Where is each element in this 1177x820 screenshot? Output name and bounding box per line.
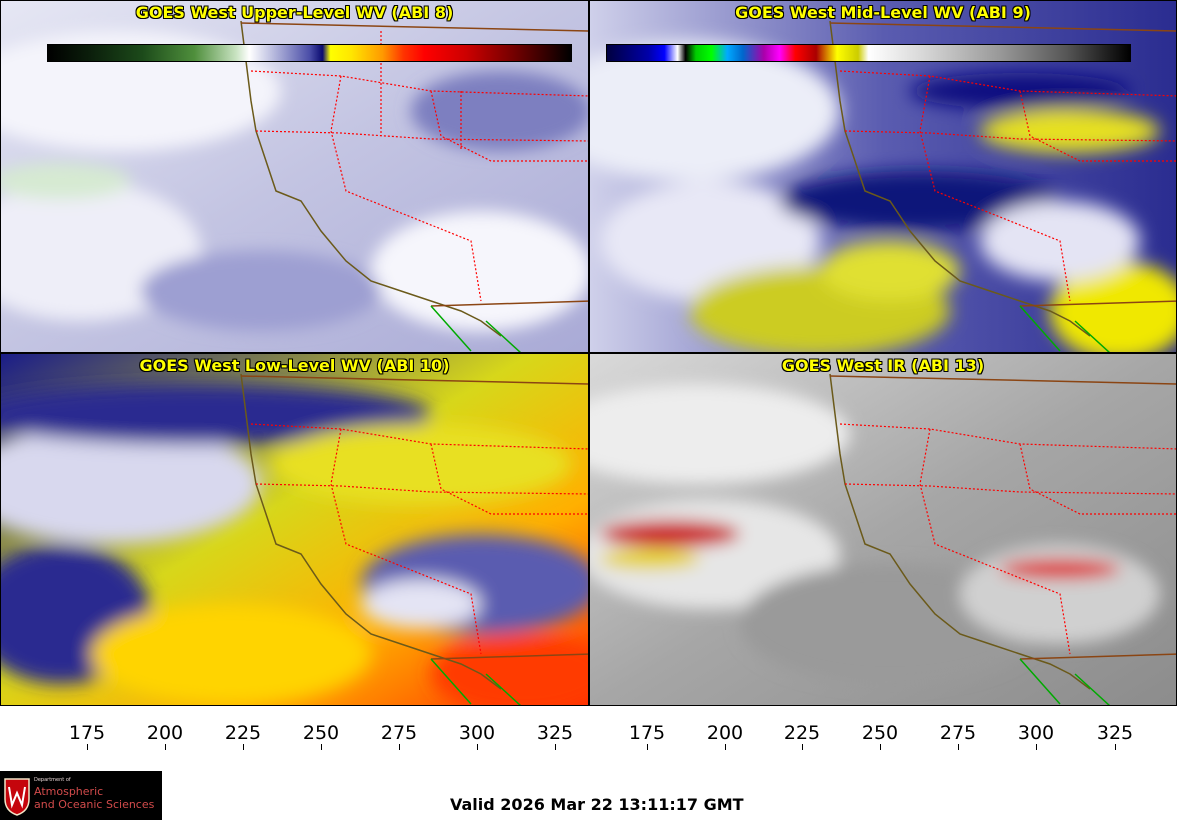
tick-mark [1036, 744, 1037, 750]
logo-dept-text: Department of [34, 777, 71, 783]
tick-mark [165, 744, 166, 750]
tick-mark [243, 744, 244, 750]
tick-label: 325 [536, 722, 574, 744]
tick-mark [880, 744, 881, 750]
tick-label: 300 [458, 722, 496, 744]
ir-image [590, 354, 1176, 705]
tick-label: 200 [146, 722, 184, 744]
borders [829, 373, 1176, 705]
tick-label: 250 [302, 722, 340, 744]
borders [240, 20, 588, 352]
tick-mark [87, 744, 88, 750]
ir-color-scale: 175 200 225 250 275 300 325 [589, 706, 1177, 770]
panel-title: GOES West Low-Level WV (ABI 10) [139, 356, 450, 375]
tick-label: 200 [706, 722, 744, 744]
valid-time: Valid 2026 Mar 22 13:11:17 GMT [450, 795, 744, 814]
tick-mark [725, 744, 726, 750]
panel-title: GOES West Upper-Level WV (ABI 8) [135, 3, 454, 22]
tick-mark [399, 744, 400, 750]
wv-colorbar [47, 44, 572, 62]
tick-label: 250 [861, 722, 899, 744]
low-level-wv-image [1, 354, 588, 705]
tick-mark [555, 744, 556, 750]
tick-label: 225 [224, 722, 262, 744]
tick-label: 175 [628, 722, 666, 744]
panel-title: GOES West IR (ABI 13) [781, 356, 985, 375]
tick-mark [321, 744, 322, 750]
uw-crest-icon [4, 778, 30, 816]
panel-ir: GOES West IR (ABI 13) [589, 353, 1177, 706]
tick-mark [958, 744, 959, 750]
footer: Department of Atmospheric and Oceanic Sc… [0, 770, 1177, 820]
ir-colorbar [606, 44, 1131, 62]
borders [240, 373, 588, 705]
tick-label: 175 [68, 722, 106, 744]
tick-mark [477, 744, 478, 750]
tick-label: 300 [1017, 722, 1055, 744]
aos-logo: Department of Atmospheric and Oceanic Sc… [0, 771, 162, 820]
borders [829, 20, 1176, 352]
panel-title: GOES West Mid-Level WV (ABI 9) [735, 3, 1031, 22]
wv-color-scale: 175 200 225 250 275 300 325 [0, 706, 589, 770]
logo-name-line1: Atmospheric [34, 785, 104, 798]
tick-label: 275 [939, 722, 977, 744]
tick-mark [647, 744, 648, 750]
tick-label: 225 [783, 722, 821, 744]
tick-label: 325 [1096, 722, 1134, 744]
tick-label: 275 [380, 722, 418, 744]
logo-name-line2: and Oceanic Sciences [34, 798, 155, 811]
panel-low-level-wv: GOES West Low-Level WV (ABI 10) [0, 353, 589, 706]
tick-mark [1115, 744, 1116, 750]
tick-mark [802, 744, 803, 750]
